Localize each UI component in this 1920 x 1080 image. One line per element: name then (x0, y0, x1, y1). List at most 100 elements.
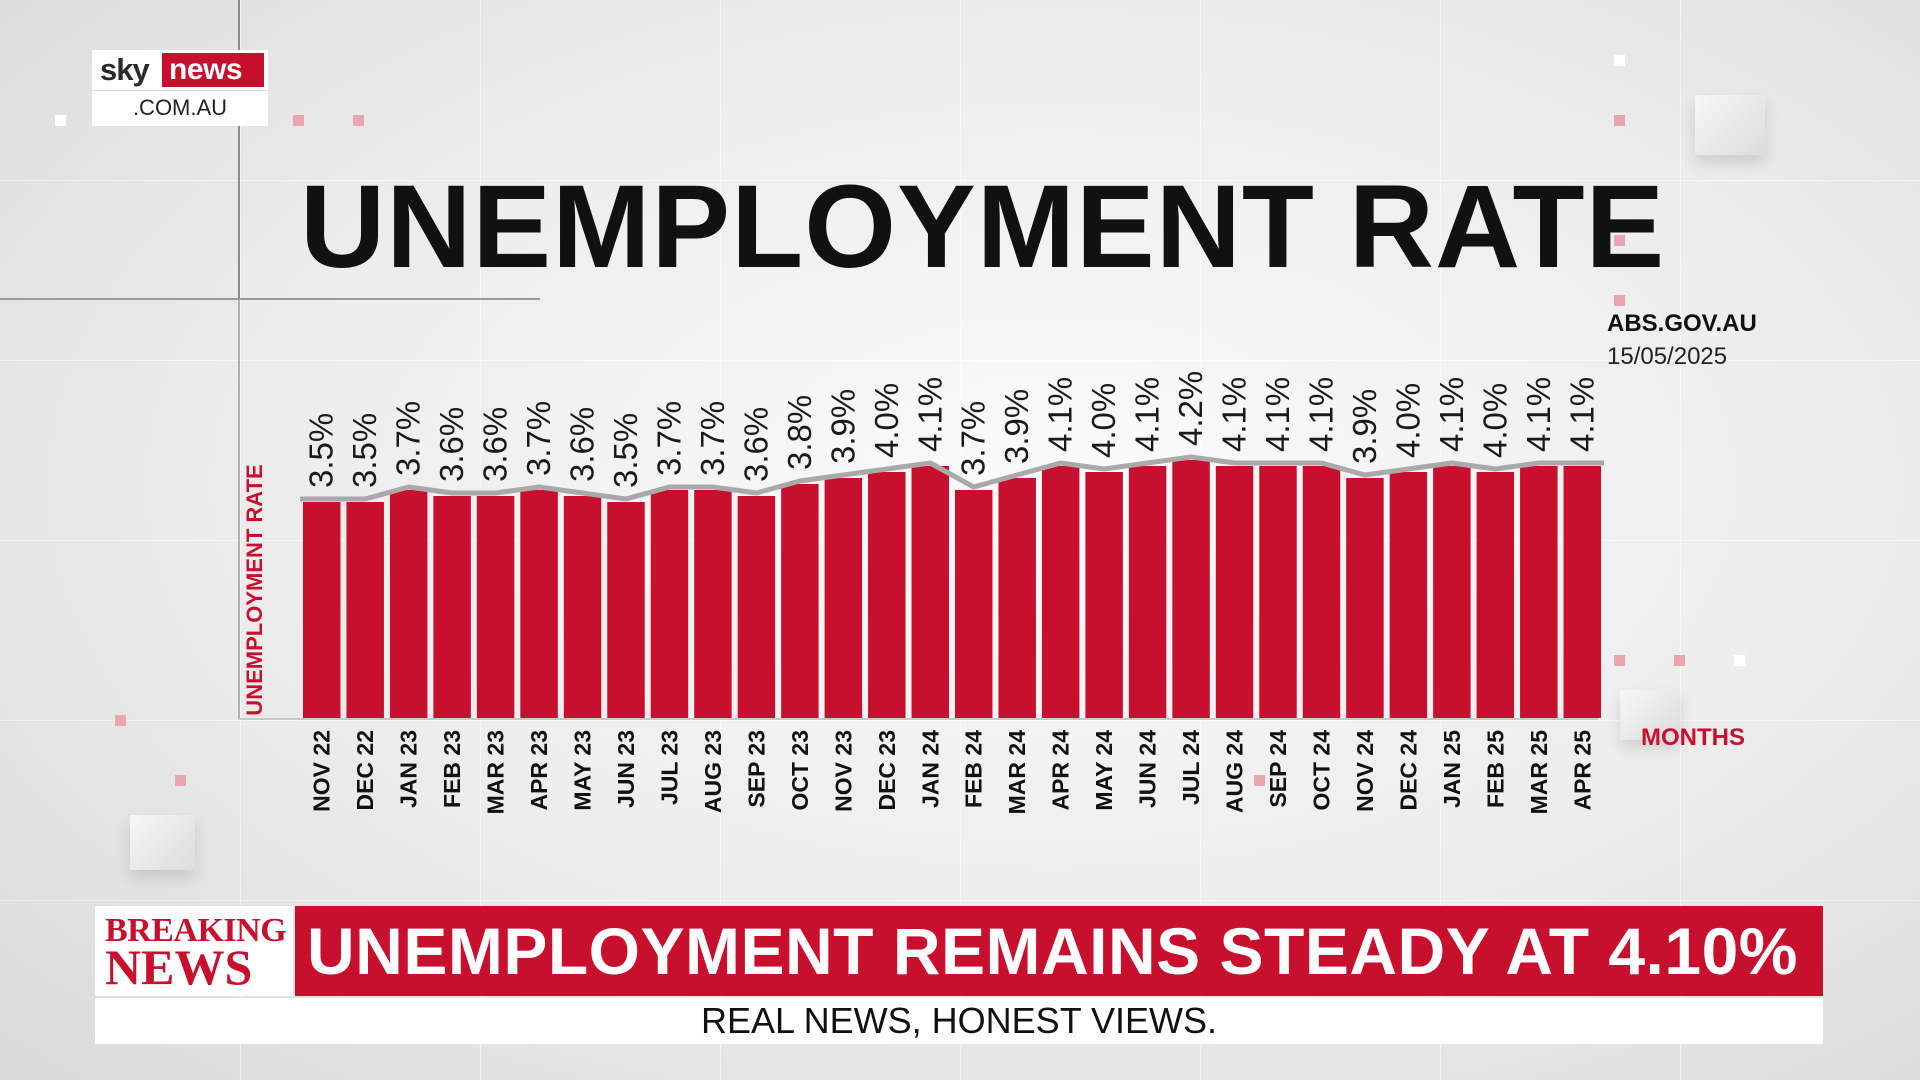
bar-jul-23 (650, 490, 689, 718)
x-tick-label: FEB 25 (1482, 730, 1508, 808)
x-tick-label: NOV 22 (309, 730, 335, 812)
bar-sep-24 (1259, 466, 1297, 718)
x-tick-label: DEC 24 (1395, 730, 1421, 811)
logo-news-text: news (169, 53, 243, 86)
value-label: 3.5% (607, 413, 644, 488)
value-label: 3.9% (998, 389, 1035, 464)
logo-sky-text: sky (100, 52, 150, 87)
value-label: 4.1% (1259, 377, 1296, 452)
x-tick-label: FEB 24 (961, 730, 987, 808)
breaking-news-label: BREAKING NEWS (95, 906, 293, 996)
x-tick-label: DEC 23 (874, 730, 900, 811)
bar-may-24 (1085, 472, 1123, 718)
x-tick-label: AUG 24 (1222, 730, 1248, 813)
bar-feb-24 (955, 490, 993, 718)
tagline: REAL NEWS, HONEST VIEWS. (700, 1000, 1218, 1041)
bar-jan-24 (911, 466, 949, 718)
chart-title: UNEMPLOYMENT RATE (300, 161, 1666, 293)
bar-jul-24 (1172, 460, 1210, 718)
value-label: 4.1% (1042, 377, 1079, 452)
tagline-bar: REAL NEWS, HONEST VIEWS. (95, 998, 1823, 1044)
x-tick-label: JAN 24 (917, 730, 943, 808)
bar-may-23 (563, 496, 602, 718)
bar-feb-25 (1476, 472, 1515, 718)
x-tick-label: FEB 23 (439, 730, 465, 808)
bar-sep-23 (737, 496, 776, 718)
source-site: ABS.GOV.AU (1607, 310, 1757, 337)
x-tick-label: JUL 23 (656, 730, 682, 805)
bar-aug-23 (694, 490, 732, 718)
sky-news-logo: sky news .COM.AU (92, 50, 268, 126)
breaking-label-line1: BREAKING (105, 912, 287, 949)
x-tick-label: APR 25 (1569, 730, 1595, 811)
x-tick-label: DEC 22 (352, 730, 378, 811)
value-label: 4.1% (1433, 377, 1470, 452)
bar-nov-24 (1346, 478, 1384, 718)
bar-jun-24 (1128, 466, 1167, 718)
x-tick-label: NOV 23 (830, 730, 856, 812)
x-tick-label: AUG 23 (700, 730, 726, 813)
bar-apr-24 (1041, 466, 1080, 718)
value-label: 3.8% (781, 395, 818, 470)
bar-dec-24 (1389, 472, 1428, 718)
x-tick-label: JAN 23 (396, 730, 422, 808)
bar-mar-23 (476, 496, 515, 718)
source-date: 15/05/2025 (1607, 343, 1728, 370)
value-label: 3.6% (433, 407, 470, 482)
bar-dec-22 (346, 502, 384, 718)
bar-apr-25 (1563, 466, 1601, 718)
value-label: 3.5% (303, 413, 340, 488)
bar-mar-24 (998, 478, 1036, 718)
x-axis-label: MONTHS (1641, 724, 1745, 751)
value-label: 4.1% (1129, 377, 1166, 452)
logo-domain: .COM.AU (92, 90, 268, 126)
x-tick-label: JUN 24 (1135, 730, 1161, 808)
x-tick-label: MAR 24 (1004, 730, 1030, 815)
bar-nov-22 (303, 502, 341, 718)
x-tick-label: JAN 25 (1439, 730, 1465, 808)
x-tick-label: NOV 24 (1352, 730, 1378, 812)
value-label: 4.1% (911, 377, 948, 452)
bar-nov-23 (824, 478, 863, 718)
bar-jan-23 (389, 490, 428, 718)
value-label: 4.0% (1476, 383, 1513, 458)
bar-jan-25 (1433, 466, 1471, 718)
value-label: 3.6% (477, 407, 514, 482)
x-tick-label: APR 24 (1048, 730, 1074, 811)
bar-jun-23 (607, 502, 645, 718)
x-tick-label: OCT 24 (1308, 730, 1334, 811)
bar-aug-24 (1215, 466, 1254, 718)
value-label: 3.9% (824, 389, 861, 464)
bar-dec-23 (868, 472, 906, 718)
value-label: 4.2% (1172, 371, 1209, 446)
x-tick-label: MAY 24 (1091, 730, 1117, 811)
x-tick-label: SEP 23 (743, 730, 769, 808)
value-label: 3.6% (737, 407, 774, 482)
value-label: 3.7% (520, 401, 557, 476)
bar-apr-23 (520, 490, 558, 718)
value-label: 4.0% (1085, 383, 1122, 458)
x-tick-label: OCT 23 (787, 730, 813, 811)
x-tick-label: MAY 23 (570, 730, 596, 811)
bar-feb-23 (433, 496, 471, 718)
value-label: 3.9% (1346, 389, 1383, 464)
value-label: 4.1% (1563, 377, 1600, 452)
bar-oct-24 (1302, 466, 1341, 718)
bar-mar-25 (1520, 466, 1558, 718)
x-tick-label: MAR 25 (1526, 730, 1552, 815)
value-label: 4.1% (1520, 377, 1557, 452)
x-tick-label: APR 23 (526, 730, 552, 811)
value-label: 4.1% (1216, 377, 1253, 452)
value-label: 4.0% (868, 383, 905, 458)
value-label: 3.7% (694, 401, 731, 476)
value-label: 4.0% (1389, 383, 1426, 458)
x-tick-label: JUN 23 (613, 730, 639, 808)
breaking-label-line2: NEWS (105, 939, 253, 995)
x-tick-label: MAR 23 (483, 730, 509, 814)
breaking-news-banner: BREAKING NEWS UNEMPLOYMENT REMAINS STEAD… (95, 906, 1823, 996)
x-tick-label: JUL 24 (1178, 730, 1204, 805)
bar-oct-23 (781, 484, 819, 718)
x-tick-label: SEP 24 (1265, 730, 1291, 808)
value-label: 3.5% (346, 413, 383, 488)
